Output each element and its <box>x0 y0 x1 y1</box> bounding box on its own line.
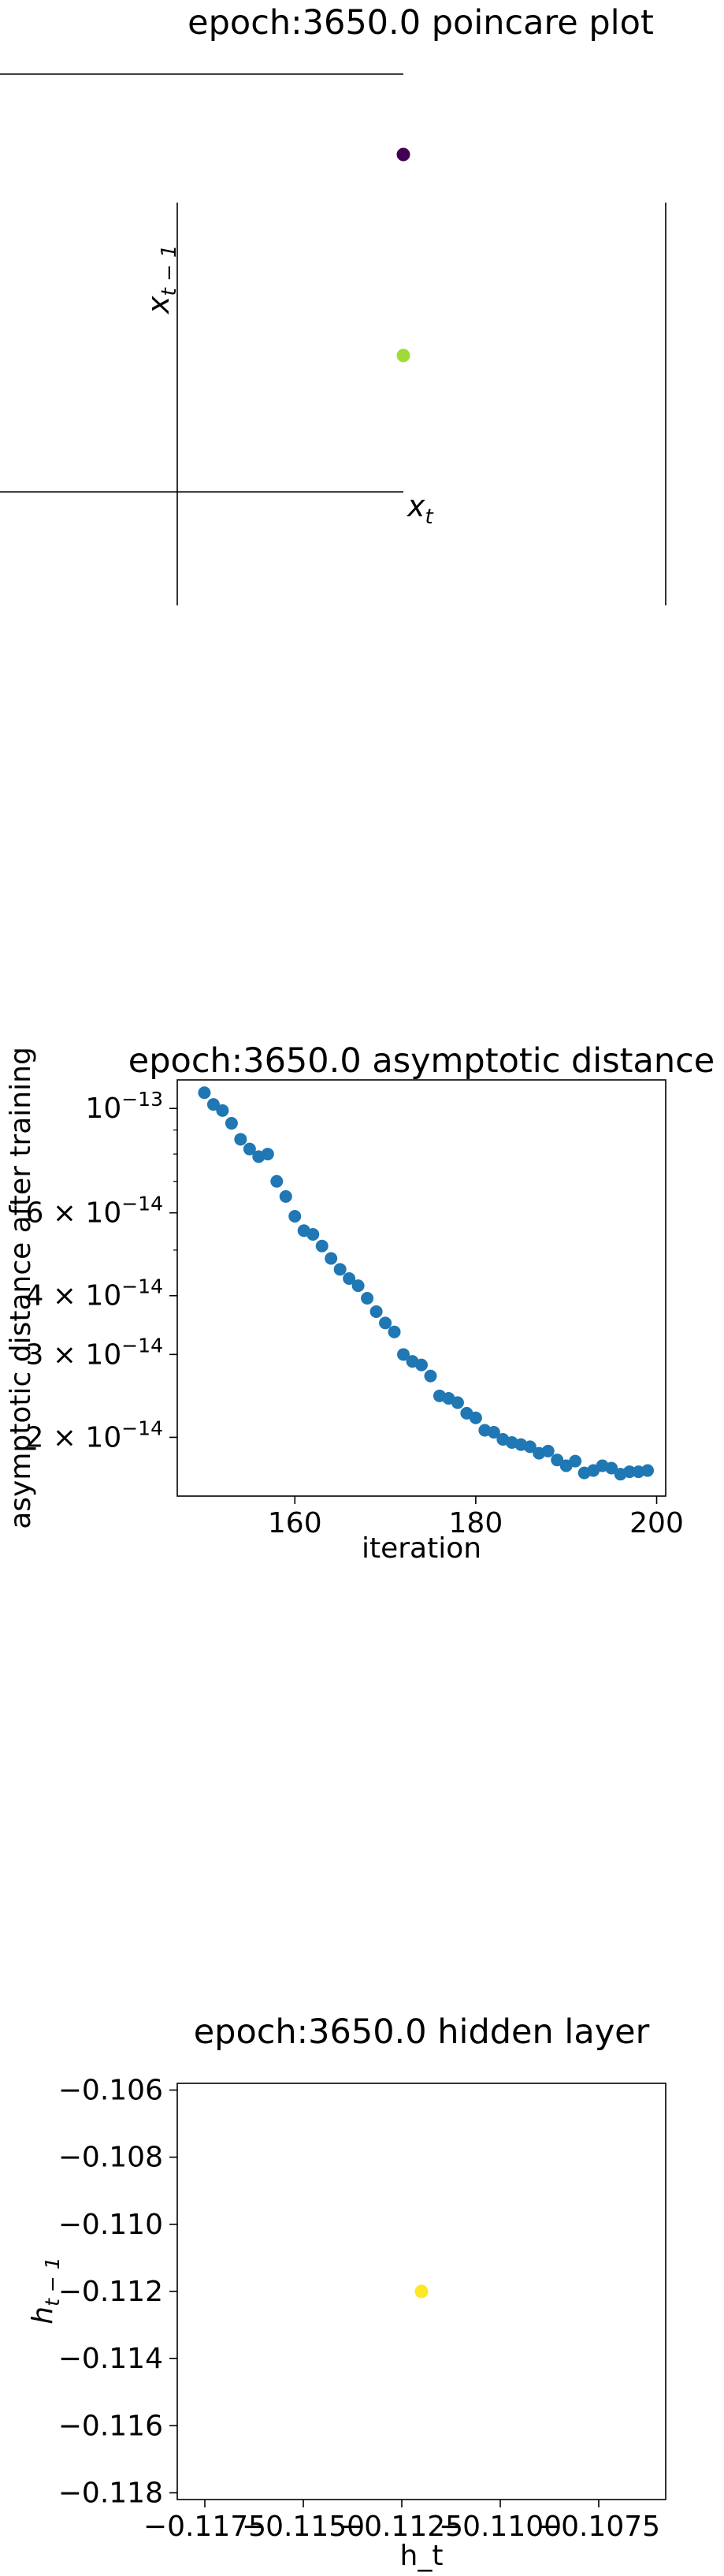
hidden-layer-y-tick-label: −0.108 <box>58 2142 163 2174</box>
hidden-layer-x-tick-label: −0.1075 <box>537 2511 660 2543</box>
asymptotic-point <box>343 1272 356 1286</box>
asymptotic-point <box>234 1133 247 1146</box>
asymptotic-distance-plot: epoch:3650.0 asymptotic distance 160 180 2… <box>5 1041 715 1565</box>
asymptotic-y-tick-label: 4 × 10−14 <box>25 1275 163 1312</box>
asymptotic-point <box>279 1189 292 1203</box>
asymptotic-point <box>198 1086 211 1100</box>
asymptotic-xlabel: iteration <box>362 1532 481 1565</box>
asymptotic-point <box>451 1396 464 1409</box>
hidden-layer-x-tick-label: −0.1150 <box>242 2511 365 2543</box>
asymptotic-point <box>397 1348 410 1361</box>
asymptotic-y-tick-label: 10−13 <box>85 1088 163 1125</box>
asymptotic-x-tick-label: 160 <box>268 1507 322 1539</box>
asymptotic-point <box>605 1461 618 1475</box>
asymptotic-point <box>388 1325 401 1338</box>
asymptotic-point <box>424 1369 437 1383</box>
asymptotic-point <box>325 1252 338 1265</box>
poincare-title: epoch:3650.0 poincare plot <box>187 3 654 43</box>
hidden-layer-title: epoch:3650.0 hidden layer <box>194 2012 650 2052</box>
poincare-ylabel: xt − 1 <box>141 244 181 315</box>
asymptotic-point <box>415 1358 428 1372</box>
asymptotic-point <box>569 1454 582 1468</box>
asymptotic-point <box>288 1210 302 1223</box>
poincare-point-2 <box>396 348 410 363</box>
asymptotic-y-tick-label: 2 × 10−14 <box>25 1416 163 1454</box>
hidden-layer-x-tick-label: −0.1100 <box>439 2511 562 2543</box>
poincare-xlabel: xt <box>407 489 434 529</box>
asymptotic-point <box>315 1239 329 1253</box>
asymptotic-point <box>333 1263 347 1276</box>
asymptotic-y-ticks: 10−13 6 × 10−14 4 × 10−14 3 × 10−14 2 × 10−1… <box>25 1088 177 1454</box>
hidden-layer-y-tick-label: −0.114 <box>58 2343 163 2375</box>
hidden-layer-y-tick-label: −0.110 <box>58 2209 163 2241</box>
hidden-layer-ylabel: ht − 1 <box>27 2257 64 2324</box>
asymptotic-point <box>243 1142 256 1156</box>
asymptotic-x-tick-label: 180 <box>449 1507 503 1539</box>
hidden-layer-y-tick-label: −0.106 <box>58 2075 163 2107</box>
asymptotic-point <box>369 1305 383 1318</box>
asymptotic-ylabel: asymptotic distance after training <box>5 1047 37 1529</box>
asymptotic-point <box>361 1292 374 1305</box>
hidden-layer-y-tick-label: −0.112 <box>58 2276 163 2308</box>
poincare-plot: epoch:3650.0 poincare plot xt xt − 1 <box>0 3 666 605</box>
asymptotic-point <box>551 1454 564 1467</box>
hidden-layer-y-ticks: −0.106 −0.108 −0.110 −0.112 −0.114 −0.116 −0.1… <box>58 2075 177 2509</box>
asymptotic-point <box>261 1148 274 1161</box>
asymptotic-point <box>541 1444 555 1457</box>
asymptotic-point <box>206 1098 220 1111</box>
asymptotic-x-tick-label: 200 <box>629 1507 684 1539</box>
hidden-layer-point <box>414 2284 429 2299</box>
asymptotic-point <box>469 1411 482 1424</box>
asymptotic-point <box>487 1426 500 1439</box>
asymptotic-point <box>523 1440 537 1454</box>
poincare-point-1 <box>396 147 410 162</box>
asymptotic-plot-frame <box>176 1079 666 1497</box>
asymptotic-point <box>225 1117 238 1130</box>
hidden-layer-xlabel: h_t <box>400 2540 444 2572</box>
hidden-layer-y-tick-label: −0.116 <box>58 2410 163 2442</box>
asymptotic-point <box>216 1104 229 1117</box>
asymptotic-y-tick-label: 6 × 10−14 <box>25 1193 163 1230</box>
hidden-layer-plot: epoch:3650.0 hidden layer −0.1175−0.1150… <box>27 2012 666 2572</box>
hidden-layer-x-tick-label: −0.1175 <box>143 2511 266 2543</box>
asymptotic-point <box>351 1279 365 1293</box>
asymptotic-points <box>198 1086 655 1481</box>
hidden-layer-points <box>414 2284 429 2299</box>
asymptotic-point <box>379 1316 392 1330</box>
hidden-layer-x-tick-label: −0.1125 <box>340 2511 463 2543</box>
hidden-layer-y-tick-label: −0.118 <box>58 2477 163 2509</box>
hidden-layer-x-ticks: −0.1175−0.1150−0.1125−0.1100−0.1075 <box>143 2500 660 2543</box>
asymptotic-y-tick-label: 3 × 10−14 <box>25 1334 163 1371</box>
asymptotic-title: epoch:3650.0 asymptotic distance <box>128 1041 715 1081</box>
asymptotic-point <box>306 1227 320 1241</box>
asymptotic-x-ticks: 160 180 200 <box>268 1496 684 1539</box>
asymptotic-point <box>641 1464 655 1477</box>
asymptotic-point <box>623 1465 637 1479</box>
asymptotic-point <box>270 1174 284 1188</box>
